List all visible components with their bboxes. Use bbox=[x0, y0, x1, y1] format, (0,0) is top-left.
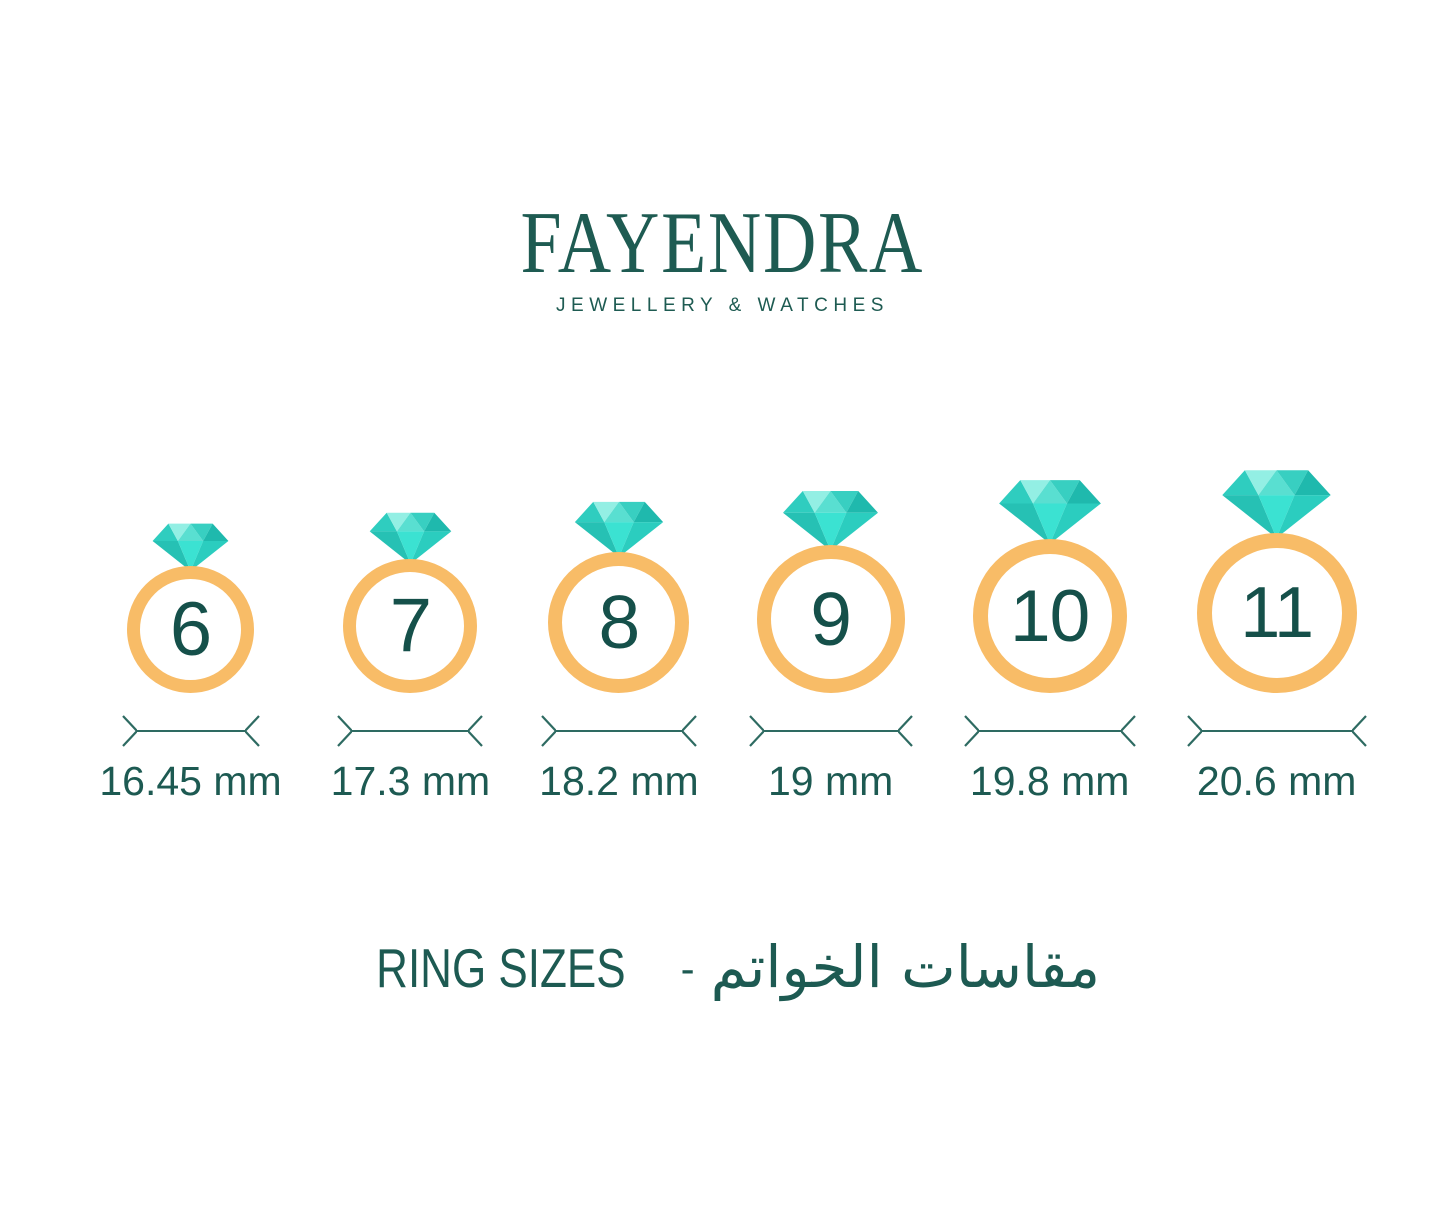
arrow-left-chevron-icon bbox=[748, 715, 764, 747]
ring-size-number: 6 bbox=[169, 586, 212, 672]
diameter-label: 19 mm bbox=[768, 758, 894, 804]
diamond-gem-icon bbox=[369, 513, 452, 564]
ring-size-number: 9 bbox=[810, 576, 852, 661]
arrow-left-chevron-icon bbox=[121, 715, 137, 747]
dimension-line bbox=[1201, 729, 1352, 733]
diameter-measure-arrows bbox=[1186, 711, 1368, 751]
diamond-gem-icon bbox=[783, 490, 879, 550]
diamond-gem-icon bbox=[1222, 470, 1331, 538]
arrow-right-chevron-icon bbox=[1351, 715, 1367, 747]
arrow-left-chevron-icon bbox=[541, 715, 556, 747]
gold-ring-band: 7 bbox=[343, 559, 478, 693]
arrow-right-chevron-icon bbox=[681, 715, 697, 747]
gold-ring-band: 8 bbox=[548, 552, 690, 693]
ring-item-size-11: 11 20.6 mm bbox=[1186, 468, 1368, 805]
chart-title-arabic: مقاسات الخواتم bbox=[710, 933, 1101, 1001]
arrow-right-chevron-icon bbox=[244, 715, 260, 747]
gold-ring-band: 11 bbox=[1196, 533, 1357, 693]
ring-size-number: 8 bbox=[598, 580, 641, 664]
diamond-gem-icon bbox=[574, 501, 664, 557]
dimension-line bbox=[555, 729, 682, 733]
ring-illustration: 8 bbox=[548, 500, 690, 693]
ring-size-number: 11 bbox=[1240, 573, 1314, 653]
ring-item-size-10: 10 19.8 mm bbox=[963, 478, 1137, 805]
brand-wordmark: FAYENDRA bbox=[0, 200, 1445, 288]
arrow-right-chevron-icon bbox=[897, 715, 913, 747]
ring-illustration: 9 bbox=[756, 489, 905, 693]
ring-illustration: 6 bbox=[127, 522, 254, 693]
ring-item-size-9: 9 19 mm bbox=[748, 489, 914, 805]
arrow-right-chevron-icon bbox=[1120, 715, 1136, 747]
brand-name-text: FAYENDRA bbox=[520, 195, 925, 292]
diameter-measure-arrows bbox=[121, 711, 261, 751]
ring-illustration: 7 bbox=[343, 511, 478, 693]
dimension-line bbox=[352, 729, 469, 733]
brand-logo: FAYENDRA JEWELLERY & WATCHES bbox=[0, 200, 1445, 317]
title-separator-dash: - bbox=[680, 945, 695, 992]
arrow-right-chevron-icon bbox=[468, 715, 484, 747]
ring-illustration: 11 bbox=[1196, 468, 1357, 693]
chart-title-english: RING SIZES bbox=[345, 935, 657, 1001]
dimension-line bbox=[763, 729, 898, 733]
diameter-measure-arrows bbox=[748, 711, 914, 751]
diameter-measure-arrows bbox=[963, 711, 1137, 751]
ring-size-number: 10 bbox=[1010, 575, 1090, 657]
diameter-label: 19.8 mm bbox=[969, 758, 1130, 804]
ring-item-size-8: 8 18.2 mm bbox=[539, 500, 699, 805]
dimension-line bbox=[978, 729, 1121, 733]
arrow-left-chevron-icon bbox=[1186, 715, 1202, 747]
ring-size-chart: 6 16.45 mm 7 bbox=[0, 468, 1445, 805]
ring-size-number: 7 bbox=[389, 583, 432, 668]
ring-item-size-6: 6 16.45 mm bbox=[99, 522, 282, 805]
brand-tagline: JEWELLERY & WATCHES bbox=[556, 295, 889, 316]
gold-ring-band: 10 bbox=[972, 539, 1127, 693]
chart-title: RING SIZES - مقاسات الخواتم bbox=[0, 933, 1445, 1003]
diamond-gem-icon bbox=[152, 523, 229, 571]
diameter-label: 18.2 mm bbox=[539, 758, 699, 804]
diameter-measure-arrows bbox=[336, 711, 484, 751]
dimension-line bbox=[136, 729, 245, 733]
gold-ring-band: 9 bbox=[756, 545, 905, 693]
diamond-gem-icon bbox=[998, 480, 1101, 544]
arrow-left-chevron-icon bbox=[963, 715, 979, 747]
ring-item-size-7: 7 17.3 mm bbox=[330, 511, 491, 805]
diameter-measure-arrows bbox=[540, 711, 698, 751]
arrow-left-chevron-icon bbox=[337, 715, 353, 747]
diameter-label: 20.6 mm bbox=[1196, 758, 1357, 804]
gold-ring-band: 6 bbox=[127, 566, 254, 693]
ring-illustration: 10 bbox=[972, 478, 1127, 693]
diameter-label: 17.3 mm bbox=[330, 758, 491, 804]
chart-title-english-text: RING SIZES bbox=[376, 937, 626, 999]
diameter-label: 16.45 mm bbox=[99, 758, 282, 804]
